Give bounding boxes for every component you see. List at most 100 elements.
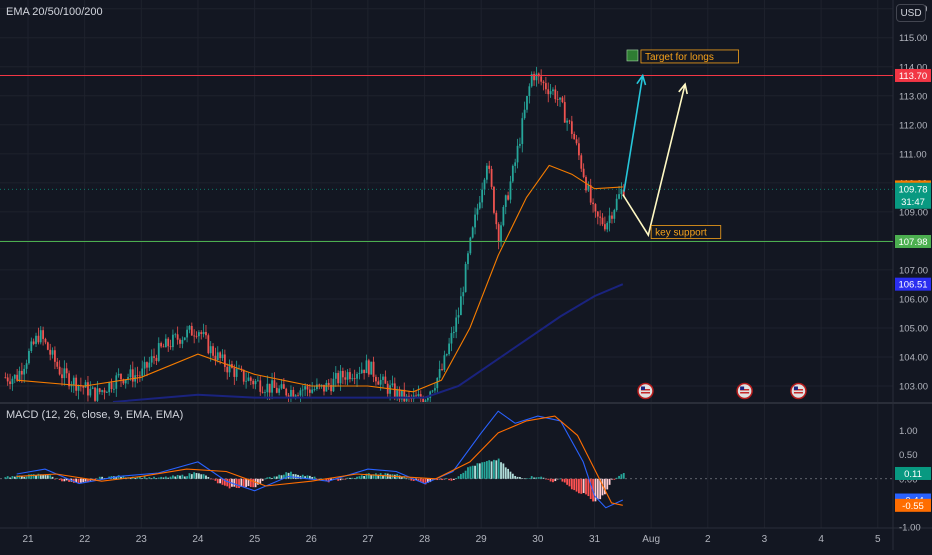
macd-histogram-bar [87, 478, 89, 483]
macd-histogram-bar [273, 476, 276, 479]
signal-line [16, 415, 623, 506]
candle-body [266, 383, 269, 393]
candle-body [30, 341, 33, 352]
candle-body [391, 383, 394, 386]
macd-axis-label-bg [895, 466, 931, 480]
macd-histogram-bar [445, 478, 448, 479]
macd-histogram-bar [547, 478, 550, 480]
currency-button[interactable]: USD [896, 4, 926, 22]
candle-body [68, 373, 70, 387]
ema-indicator-label[interactable]: EMA 20/50/100/200 [6, 6, 103, 18]
macd-axis-label: -0.55 [895, 498, 931, 512]
candle-body [176, 334, 179, 340]
candle-body [186, 329, 188, 338]
candle-body [367, 360, 370, 375]
candle-body [426, 397, 429, 401]
macd-histogram-bar [618, 475, 620, 479]
candle-body [419, 394, 422, 399]
macd-histogram-bar [363, 476, 366, 479]
candle-body [120, 373, 122, 380]
candle-body [117, 373, 120, 376]
candle-body [422, 398, 425, 402]
candle-body [325, 382, 328, 392]
macd-histogram-bar [148, 477, 151, 479]
macd-histogram-bar [238, 478, 240, 489]
candle-body [596, 211, 599, 217]
candle-body [384, 376, 387, 384]
candle-body [603, 224, 606, 230]
candle-body [179, 339, 181, 344]
candle-body [306, 386, 309, 390]
macd-histogram-bar [422, 478, 425, 484]
candle-body [77, 385, 80, 391]
candle-body [613, 210, 616, 219]
candle-body [592, 202, 594, 205]
candle-body [271, 380, 273, 393]
candle-body [346, 372, 349, 380]
macd-histogram-bar [452, 478, 455, 480]
price-axis-label: 106.51 [895, 277, 931, 291]
candle-body [223, 354, 226, 367]
candle-body [606, 222, 609, 230]
macd-histogram-bar [377, 474, 380, 479]
macd-histogram-bar [160, 476, 163, 479]
candle-body [254, 380, 257, 385]
macd-histogram-bar [462, 472, 465, 479]
candle-body [214, 355, 217, 361]
candle-body [483, 179, 486, 190]
macd-histogram-bar [467, 467, 469, 479]
macd-histogram-bar [209, 478, 212, 480]
candle-body [105, 392, 108, 393]
macd-axis-label-text: -0.55 [902, 501, 924, 512]
macd-histogram-bar [6, 476, 9, 479]
candle-body [153, 356, 155, 358]
macd-histogram-bar [155, 478, 158, 479]
macd-histogram-bar [573, 478, 576, 491]
candle-body [164, 338, 167, 348]
macd-histogram-bar [398, 475, 401, 479]
candle-body [245, 380, 248, 382]
macd-histogram-bar [419, 478, 422, 483]
candle-body [261, 391, 264, 393]
macd-histogram-bar [443, 478, 446, 480]
candle-body [497, 224, 500, 242]
macd-lines [16, 410, 624, 509]
x-tick-label: 31 [589, 534, 601, 545]
macd-histogram-bar [530, 476, 533, 479]
macd-histogram-bar [266, 477, 269, 479]
candle-body [65, 368, 68, 374]
candle-body [460, 296, 462, 316]
macd-histogram-bar [580, 478, 583, 494]
candle-body [127, 377, 129, 380]
macd-histogram-bar [552, 478, 554, 483]
x-tick-label: 29 [476, 534, 488, 545]
candle-body [278, 388, 281, 393]
candle-body [375, 376, 377, 382]
macd-histogram-bar [382, 474, 384, 479]
y-tick-label: 111.00 [899, 149, 927, 160]
macd-histogram-bar [426, 478, 429, 483]
y-tick-label: 105.00 [899, 323, 928, 334]
candle-body [575, 139, 578, 144]
macd-histogram-bar [509, 471, 512, 479]
candle-body [542, 81, 545, 84]
macd-histogram-bar [202, 474, 205, 479]
macd-histogram-bar [436, 478, 439, 481]
candle-body [252, 380, 255, 385]
macd-histogram-bar [233, 478, 236, 487]
macd-histogram-bar [214, 478, 217, 481]
candle-body [365, 360, 368, 374]
macd-histogram-bar [49, 475, 52, 479]
macd-indicator-label[interactable]: MACD (12, 26, close, 9, EMA, EMA) [6, 409, 184, 421]
candle-body [124, 379, 127, 384]
candle-body [70, 384, 73, 387]
macd-histogram-bar [469, 466, 472, 479]
candle-body [11, 378, 14, 385]
x-tick-label: 30 [532, 534, 544, 545]
macd-histogram-bar [356, 476, 358, 479]
candle-body [431, 390, 434, 392]
candle-body [537, 73, 540, 77]
candle-body [160, 343, 163, 347]
